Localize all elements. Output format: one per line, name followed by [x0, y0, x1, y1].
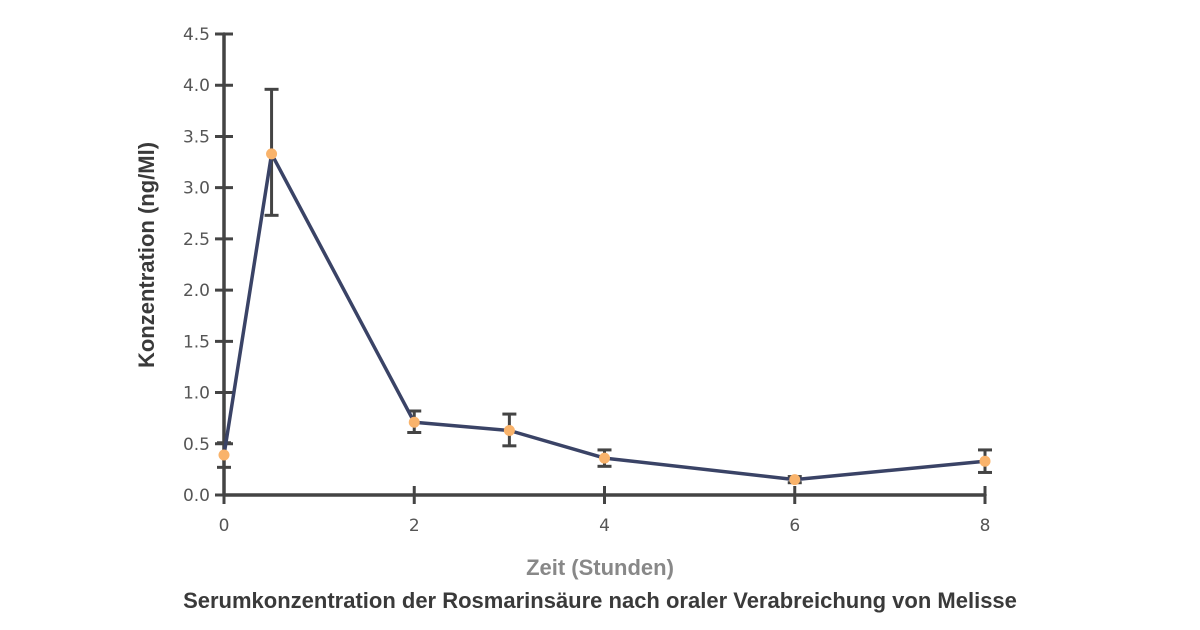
tick-labels: 0.0 0.5 1.0 1.5 2.0 2.5 3.0 3.5 4.0 4.5 0 2 4 6 8 [183, 25, 990, 536]
y-axis-title: Konzentration (ng/Ml) [134, 142, 159, 368]
x-tick-label: 6 [789, 516, 800, 536]
error-bars [217, 87, 992, 485]
y-tick-label: 1.0 [183, 384, 210, 404]
chart-title: Serumkonzentration der Rosmarinsäure nac… [183, 588, 1017, 613]
data-point [408, 416, 420, 428]
data-point [789, 474, 801, 486]
x-tick-label: 2 [409, 516, 420, 536]
data-point [218, 449, 230, 461]
series-line [222, 152, 987, 482]
x-tick-label: 8 [980, 516, 991, 536]
data-point [599, 452, 610, 464]
data-point [503, 424, 515, 436]
x-tick-label: 0 [219, 516, 230, 536]
x-axis-title: Zeit (Stunden) [526, 555, 674, 580]
data-points [218, 148, 991, 486]
y-tick-label: 3.5 [183, 127, 210, 147]
data-point [266, 148, 278, 160]
y-tick-label: 4.5 [183, 25, 210, 45]
y-tick-label: 2.0 [183, 281, 210, 301]
data-point [979, 455, 991, 467]
y-tick-label: 0.5 [183, 435, 210, 455]
x-tick-label: 4 [599, 516, 610, 536]
y-tick-label: 2.5 [183, 230, 210, 250]
y-tick-label: 3.0 [183, 179, 210, 199]
tick-marks [215, 32, 987, 504]
y-tick-label: 1.5 [183, 332, 210, 352]
axes [222, 32, 987, 497]
y-tick-label: 4.0 [183, 76, 210, 96]
y-tick-label: 0.0 [183, 486, 210, 506]
